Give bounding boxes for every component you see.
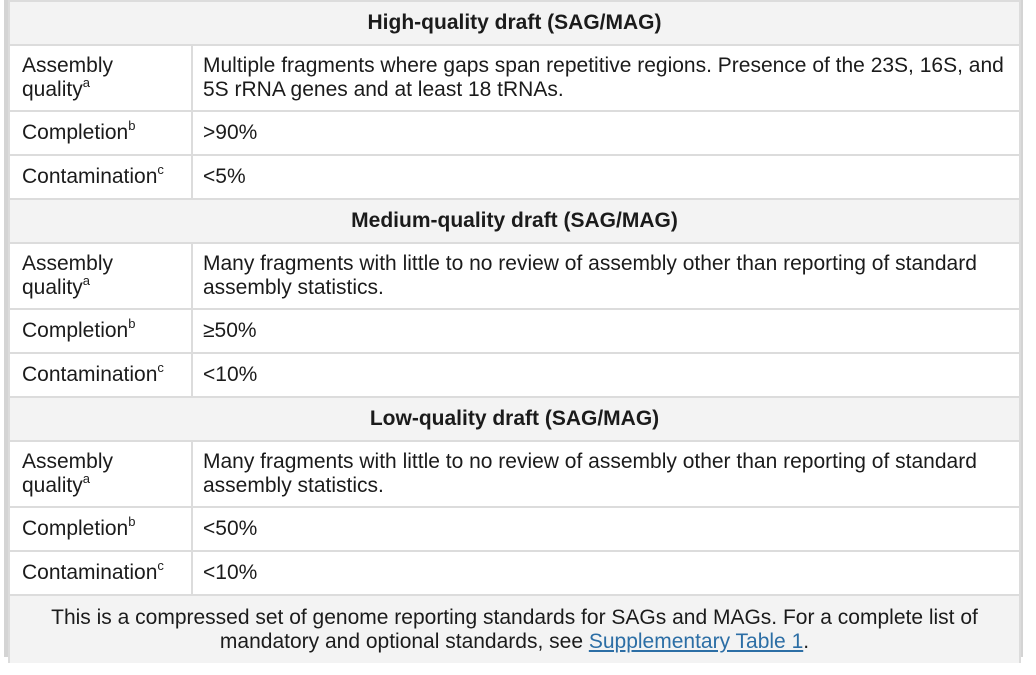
table-row: Assembly qualitya Many fragments with li…: [8, 242, 1022, 310]
footnote-marker: b: [128, 316, 136, 331]
supplementary-table-link[interactable]: Supplementary Table 1: [588, 629, 804, 653]
table-row: Completionb <50%: [8, 506, 1022, 552]
footnote-marker: b: [128, 514, 136, 529]
section-title: High-quality draft (SAG/MAG): [7, 0, 1022, 46]
row-value: Many fragments with little to no review …: [190, 242, 1022, 310]
row-label-text: Assembly quality: [22, 54, 114, 101]
row-label: Completionb: [8, 110, 193, 156]
row-label-text: Completion: [22, 121, 129, 144]
row-label-text: Assembly quality: [22, 252, 114, 299]
footnote-marker: a: [82, 471, 90, 486]
row-label: Contaminationc: [8, 352, 193, 398]
row-label-text: Completion: [22, 319, 129, 342]
section-title: Low-quality draft (SAG/MAG): [7, 396, 1022, 442]
table-row: Contaminationc <10%: [8, 352, 1022, 398]
table-row: Completionb ≥50%: [8, 308, 1022, 354]
table-row: Contaminationc <10%: [8, 550, 1022, 596]
row-value: <10%: [190, 550, 1022, 596]
standards-table-frame: High-quality draft (SAG/MAG) Assembly qu…: [4, 0, 1023, 663]
footnote-marker: c: [157, 558, 164, 573]
footnote-marker: a: [82, 273, 90, 288]
row-value: Many fragments with little to no review …: [190, 440, 1022, 508]
row-value: <50%: [190, 506, 1022, 552]
row-label: Completionb: [8, 506, 193, 552]
footnote-period: .: [803, 629, 810, 653]
footnote-marker: c: [157, 162, 164, 177]
table-footnote-row: This is a compressed set of genome repor…: [7, 594, 1022, 663]
row-label: Assembly qualitya: [8, 440, 193, 508]
genome-standards-table: High-quality draft (SAG/MAG) Assembly qu…: [7, 0, 1022, 663]
row-value: <10%: [190, 352, 1022, 398]
row-label-text: Contamination: [22, 165, 158, 188]
row-label-text: Assembly quality: [22, 450, 114, 497]
section-header-low-quality: Low-quality draft (SAG/MAG): [7, 396, 1022, 442]
table-row: Assembly qualitya Multiple fragments whe…: [8, 44, 1022, 112]
table-footnote: This is a compressed set of genome repor…: [7, 594, 1022, 663]
row-value: Multiple fragments where gaps span repet…: [190, 44, 1022, 112]
footnote-marker: a: [82, 75, 90, 90]
row-label: Contaminationc: [8, 550, 193, 596]
row-value: ≥50%: [190, 308, 1022, 354]
section-header-medium-quality: Medium-quality draft (SAG/MAG): [7, 198, 1022, 244]
row-label-text: Contamination: [22, 363, 158, 386]
row-label-text: Contamination: [22, 561, 158, 584]
section-header-high-quality: High-quality draft (SAG/MAG): [7, 0, 1022, 46]
row-label: Contaminationc: [8, 154, 193, 200]
footnote-marker: b: [128, 118, 136, 133]
table-row: Assembly qualitya Many fragments with li…: [8, 440, 1022, 508]
row-label: Completionb: [8, 308, 193, 354]
footnote-marker: c: [157, 360, 164, 375]
table-row: Completionb >90%: [8, 110, 1022, 156]
row-value: <5%: [190, 154, 1022, 200]
row-label: Assembly qualitya: [8, 44, 193, 112]
footnote-text: This is a compressed set of genome repor…: [51, 605, 978, 653]
row-label-text: Completion: [22, 517, 129, 540]
table-row: Contaminationc <5%: [8, 154, 1022, 200]
row-value: >90%: [190, 110, 1022, 156]
section-title: Medium-quality draft (SAG/MAG): [7, 198, 1022, 244]
row-label: Assembly qualitya: [8, 242, 193, 310]
